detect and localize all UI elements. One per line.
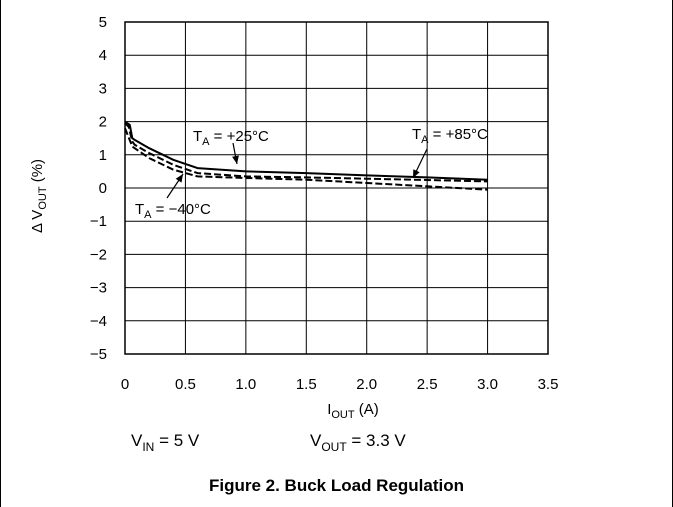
y-tick-label: 0 [99, 180, 107, 197]
x-tick-label: 2.0 [356, 376, 377, 393]
y-tick-label: 4 [99, 47, 107, 64]
y-tick-label: 3 [99, 80, 107, 97]
annotation-tm40: TA = −40°C [135, 201, 211, 221]
y-tick-label: −4 [90, 313, 107, 330]
frame-left-border [0, 0, 1, 507]
annotation-t25: TA = +25°C [193, 128, 269, 148]
y-tick-label: −2 [90, 246, 107, 263]
x-tick-label: 0 [121, 376, 129, 393]
x-axis-label: IOUT (A) [327, 401, 379, 421]
plot-frame [124, 21, 549, 355]
annotation-t85: TA = +85°C [412, 126, 488, 146]
y-tick-label: −1 [90, 213, 107, 230]
x-tick-label: 1.5 [296, 376, 317, 393]
figure-caption: Figure 2. Buck Load Regulation [208, 476, 465, 495]
condition-vout: VOUT = 3.3 V [310, 431, 406, 454]
y-axis-label: Δ VOUT (%) [29, 159, 49, 233]
x-tick-label: 0.5 [175, 376, 196, 393]
annotation-arrowhead-1 [413, 169, 420, 178]
series-line-2 [124, 127, 488, 191]
grid [124, 21, 549, 355]
y-tick-label: −3 [90, 280, 107, 297]
x-tick-label: 2.5 [417, 376, 438, 393]
series-lines [124, 120, 488, 191]
series-line-1 [124, 122, 488, 183]
x-tick-label: 3.0 [477, 376, 498, 393]
y-tick-labels: 5 4 3 2 1 0 −1 −2 −3 −4 −5 [90, 14, 107, 363]
y-tick-label: 2 [99, 114, 107, 131]
x-tick-label: 1.0 [235, 376, 256, 393]
y-tick-label: 5 [99, 14, 107, 31]
chart: 0 0.5 1.0 1.5 2.0 2.5 3.0 3.5 543210−1−2−3−4−5 … [29, 14, 559, 454]
x-tick-label: 3.5 [538, 376, 559, 393]
annotation-arrows [166, 142, 428, 199]
annotation-arrowhead-0 [232, 155, 239, 164]
y-tick-label: 1 [99, 147, 107, 164]
y-tick-label: −5 [90, 346, 107, 363]
annotation-arrowhead-2 [175, 174, 183, 183]
x-tick-labels: 0 0.5 1.0 1.5 2.0 2.5 3.0 3.5 [121, 376, 559, 393]
condition-vin: VIN = 5 V [131, 431, 200, 454]
